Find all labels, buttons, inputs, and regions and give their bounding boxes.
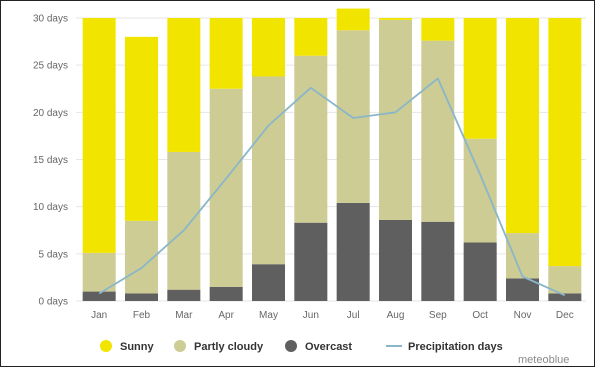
legend-label: Precipitation days (408, 341, 503, 353)
bars-layer (82, 8, 582, 301)
x-tick-label: Nov (514, 310, 532, 321)
bar-sunny (505, 18, 540, 234)
x-tick-label: Apr (218, 310, 234, 321)
bar-partly-cloudy (251, 76, 286, 265)
bar-overcast (336, 202, 370, 301)
bar-overcast (463, 242, 497, 301)
x-tick-label: May (259, 310, 278, 321)
bar-sunny (378, 18, 413, 20)
legend-dot-icon (285, 340, 297, 352)
bar-sunny (124, 36, 159, 221)
bar-sunny (336, 8, 370, 31)
bar-overcast (124, 293, 159, 301)
bar-sunny (209, 18, 243, 89)
legend-label: Overcast (305, 341, 352, 353)
bar-overcast (82, 291, 116, 301)
x-tick-label: Mar (175, 310, 193, 321)
bar-overcast (548, 293, 582, 301)
bar-overcast (378, 219, 413, 301)
bar-sunny (294, 18, 328, 56)
y-tick-label: 20 days (33, 108, 68, 119)
grid-layer (76, 17, 586, 302)
bar-partly-cloudy (463, 138, 497, 243)
line-layer (98, 77, 566, 297)
legend-label: Partly cloudy (194, 341, 264, 353)
legend-dot-icon (174, 340, 186, 352)
x-tick-label: Sep (429, 310, 447, 321)
y-tick-label: 25 days (33, 61, 68, 72)
legend-item-precipitation-days[interactable]: Precipitation days (386, 341, 503, 353)
bar-partly-cloudy (294, 55, 328, 223)
y-tick-label: 30 days (33, 14, 68, 25)
bar-partly-cloudy (209, 88, 243, 287)
bar-partly-cloudy (421, 40, 455, 222)
legend-item-sunny[interactable]: Sunny (100, 340, 154, 353)
source-label: meteoblue (518, 354, 569, 366)
bar-partly-cloudy (82, 252, 116, 292)
bar-overcast (251, 264, 286, 301)
bar-partly-cloudy (548, 266, 582, 294)
y-tick-label: 15 days (33, 155, 68, 166)
y-tick-label: 10 days (33, 202, 68, 213)
x-tick-label: Oct (472, 310, 488, 321)
legend-item-overcast[interactable]: Overcast (285, 340, 352, 353)
bar-sunny (251, 18, 286, 77)
precipitation-days-line (98, 77, 566, 297)
y-tick-label: 5 days (39, 249, 68, 260)
bar-sunny (82, 18, 116, 253)
x-tick-label: Jan (91, 310, 107, 321)
bar-overcast (421, 221, 455, 301)
x-tick-label: Jul (347, 310, 360, 321)
bar-partly-cloudy (378, 19, 413, 220)
bar-overcast (294, 222, 328, 301)
axis-layer: 0 days 5 days 10 days 15 days 20 days 25 days… (33, 14, 574, 322)
legend-dot-icon (100, 340, 112, 352)
bar-partly-cloudy (167, 151, 201, 290)
bar-sunny (421, 18, 455, 41)
x-tick-label: Feb (133, 310, 151, 321)
bar-partly-cloudy (505, 233, 540, 279)
bar-sunny (167, 18, 201, 152)
x-tick-label: Jun (303, 310, 319, 321)
legend: Sunny Partly cloudy Overcast Precipitation … (100, 340, 503, 353)
bar-overcast (505, 278, 540, 301)
x-tick-label: Dec (556, 310, 574, 321)
legend-item-partly-cloudy[interactable]: Partly cloudy (174, 340, 264, 353)
bar-sunny (463, 18, 497, 139)
legend-label: Sunny (120, 341, 154, 353)
bar-sunny (548, 18, 582, 267)
x-tick-label: Aug (387, 310, 405, 321)
bar-overcast (209, 286, 243, 301)
y-tick-label: 0 days (39, 297, 68, 308)
bar-overcast (167, 289, 201, 301)
